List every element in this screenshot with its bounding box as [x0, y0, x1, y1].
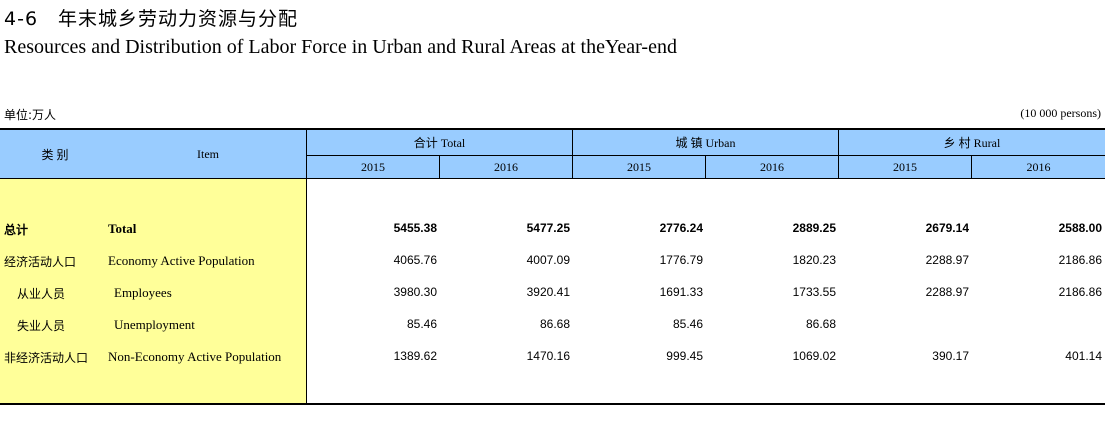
header-year-urban-2015: 2015	[627, 160, 651, 174]
table-title-cn: 4-6 年末城乡劳动力资源与分配	[4, 8, 299, 30]
cell-value: 86.68	[805, 317, 836, 331]
header-divider	[705, 155, 706, 179]
cell-value: 2588.00	[1058, 221, 1102, 235]
row-label-en: Unemployment	[114, 317, 195, 332]
cell-value: 1776.79	[659, 253, 703, 267]
table-row: 总计 Total 5455.38 5477.25 2776.24 2889.25 2679.…	[0, 221, 1105, 241]
cell-value: 2776.24	[659, 221, 703, 235]
cell-value: 2186.86	[1058, 253, 1102, 267]
unit-label-cn: 单位:万人	[4, 108, 57, 122]
header-category-cn: 类 别	[41, 148, 69, 162]
cell-value: 3980.30	[393, 285, 437, 299]
table-row: 从业人员 Employees 3980.30 3920.41 1691.33 1733.5…	[0, 285, 1105, 305]
cell-value: 2889.25	[792, 221, 836, 235]
cell-value: 2288.97	[925, 285, 969, 299]
cell-value: 2288.97	[925, 253, 969, 267]
header-item-en: Item	[197, 147, 219, 161]
header-year-urban-2016: 2016	[760, 160, 784, 174]
cell-value: 85.46	[406, 317, 437, 331]
header-year-total-2015: 2015	[361, 160, 385, 174]
header-divider	[439, 155, 440, 179]
cell-value: 2186.86	[1058, 285, 1102, 299]
cell-value: 1069.02	[792, 349, 836, 363]
header-group-rural: 乡 村 Rural	[943, 136, 1001, 150]
row-label-cn: 非经济活动人口	[4, 351, 89, 365]
header-divider	[971, 155, 972, 179]
cell-value: 390.17	[932, 349, 969, 363]
row-label-cn: 失业人员	[17, 319, 66, 333]
row-label-cn: 从业人员	[17, 287, 66, 301]
cell-value: 999.45	[666, 349, 703, 363]
table-row: 非经济活动人口 Non-Economy Active Population 1389…	[0, 349, 1105, 369]
cell-value: 2679.14	[925, 221, 969, 235]
row-label-en: Non-Economy Active Population	[108, 349, 282, 364]
table-row: 经济活动人口 Economy Active Population 4065.76 40…	[0, 253, 1105, 273]
unit-label-en: (10 000 persons)	[1020, 106, 1101, 120]
header-divider	[306, 155, 1105, 156]
header-divider	[572, 130, 573, 179]
cell-value: 401.14	[1065, 349, 1102, 363]
cell-value: 1733.55	[792, 285, 836, 299]
row-label-en: Employees	[114, 285, 172, 300]
header-year-total-2016: 2016	[494, 160, 518, 174]
cell-value: 3920.41	[526, 285, 570, 299]
cell-value: 86.68	[539, 317, 570, 331]
table-title-en: Resources and Distribution of Labor Forc…	[4, 36, 677, 58]
cell-value: 1470.16	[526, 349, 570, 363]
cell-value: 1691.33	[659, 285, 703, 299]
row-label-en: Economy Active Population	[108, 253, 255, 268]
item-column-background	[0, 179, 306, 404]
table-header: 类 别 Item 合计 Total 城 镇 Urban 乡 村 Rural 20…	[0, 128, 1105, 179]
row-label-cn: 经济活动人口	[4, 255, 77, 269]
header-year-rural-2016: 2016	[1026, 160, 1051, 174]
cell-value: 5455.38	[393, 221, 437, 235]
cell-value: 85.46	[672, 317, 703, 331]
table-row: 失业人员 Unemployment 85.46 86.68 85.46 86.68	[0, 317, 1105, 337]
cell-value: 4065.76	[393, 253, 437, 267]
row-label-en: Total	[108, 221, 137, 236]
item-column-divider	[306, 179, 307, 404]
header-year-rural-2015: 2015	[893, 160, 917, 174]
header-group-total: 合计 Total	[413, 136, 466, 150]
header-group-urban: 城 镇 Urban	[675, 136, 736, 150]
cell-value: 1820.23	[792, 253, 836, 267]
cell-value: 4007.09	[526, 253, 570, 267]
table-bottom-rule	[0, 403, 1105, 405]
row-label-cn: 总计	[4, 223, 29, 237]
cell-value: 5477.25	[526, 221, 570, 235]
cell-value: 1389.62	[393, 349, 437, 363]
header-divider	[306, 130, 307, 179]
header-divider	[838, 130, 839, 179]
